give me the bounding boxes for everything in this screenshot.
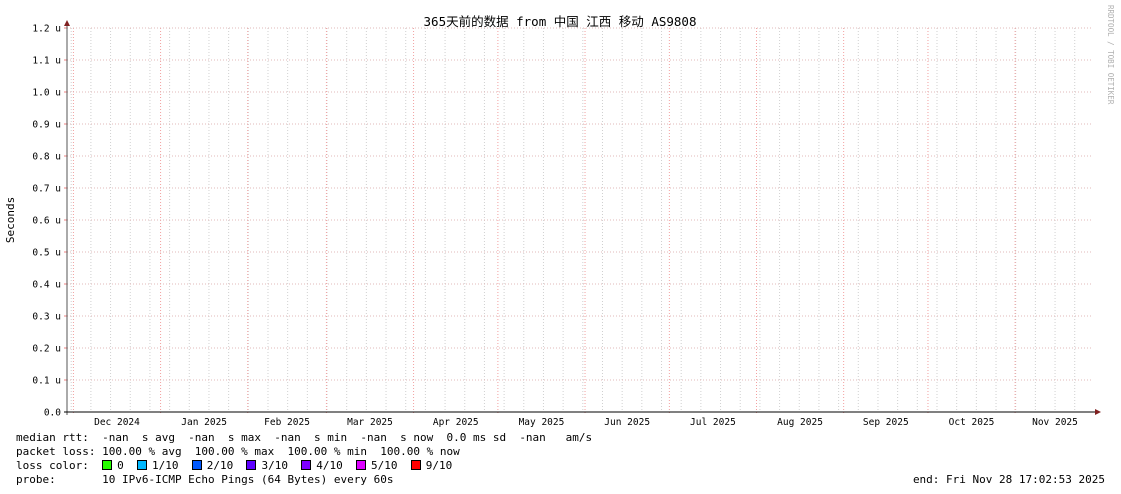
loss-color-legend: loss color: 0 1/10 2/10 3/10 4/10 5/10 9… xyxy=(16,459,465,473)
loss-color-swatch xyxy=(102,460,113,470)
y-tick-label: 0.3 u xyxy=(32,312,61,323)
x-tick-label: Oct 2025 xyxy=(949,417,995,428)
y-tick-label: 0.6 u xyxy=(32,216,61,227)
x-tick-label: Sep 2025 xyxy=(863,417,909,428)
loss-color-swatch xyxy=(301,460,312,470)
y-tick-label: 1.1 u xyxy=(32,56,61,67)
y-axis-label: Seconds xyxy=(4,197,17,243)
x-tick-label: Apr 2025 xyxy=(433,417,479,428)
x-tick-label: Feb 2025 xyxy=(264,417,310,428)
loss-color-swatch xyxy=(410,460,421,470)
y-tick-label: 0.1 u xyxy=(32,376,61,387)
y-tick-label: 0.7 u xyxy=(32,184,61,195)
loss-color-label-3: 3/10 xyxy=(261,459,302,472)
y-tick-label: 0.4 u xyxy=(32,280,61,291)
y-tick-label: 0.8 u xyxy=(32,152,61,163)
x-tick-label: Nov 2025 xyxy=(1032,417,1078,428)
end-time: end: Fri Nov 28 17:02:53 2025 xyxy=(912,473,1105,486)
loss-color-label-6: 9/10 xyxy=(425,459,466,472)
loss-color-label-2: 2/10 xyxy=(206,459,247,472)
x-tick-label: Jun 2025 xyxy=(604,417,650,428)
loss-color-swatch xyxy=(355,460,366,470)
loss-color-swatch xyxy=(191,460,202,470)
x-tick-label: Mar 2025 xyxy=(347,417,393,428)
x-tick-label: Dec 2024 xyxy=(94,417,140,428)
loss-color-label-4: 4/10 xyxy=(316,459,356,472)
y-tick-label: 0.9 u xyxy=(32,120,61,131)
chart-title: 365天前的数据 from 中国 江西 移动 AS9808 xyxy=(424,14,697,29)
y-tick-label: 1.0 u xyxy=(32,88,61,99)
x-tick-label: Jul 2025 xyxy=(690,417,736,428)
x-axis-arrow-icon xyxy=(1095,409,1101,415)
y-axis-arrow-icon xyxy=(64,20,70,26)
watermark: RRDTOOL / TOBI OETIKER xyxy=(1106,5,1115,105)
median-rtt-legend: median rtt: -nan s avg -nan s max -nan s… xyxy=(16,431,593,444)
loss-color-swatch xyxy=(246,460,257,470)
loss-color-label-0: 0 xyxy=(117,459,137,472)
loss-color-swatch xyxy=(136,460,147,470)
probe-legend: probe: 10 IPv6-ICMP Echo Pings (64 Bytes… xyxy=(16,473,394,486)
y-tick-label: 1.2 u xyxy=(32,24,61,35)
x-tick-label: May 2025 xyxy=(519,417,565,428)
loss-color-label-1: 1/10 xyxy=(151,459,192,472)
y-tick-label: 0.2 u xyxy=(32,344,61,355)
x-tick-label: Jan 2025 xyxy=(181,417,227,428)
packet-loss-legend: packet loss: 100.00 % avg 100.00 % max 1… xyxy=(16,445,460,458)
y-tick-label: 0.0 xyxy=(44,408,61,419)
loss-color-label-5: 5/10 xyxy=(370,459,411,472)
y-tick-label: 0.5 u xyxy=(32,248,61,259)
x-tick-label: Aug 2025 xyxy=(777,417,823,428)
loss-color-label: loss color: xyxy=(16,459,103,472)
